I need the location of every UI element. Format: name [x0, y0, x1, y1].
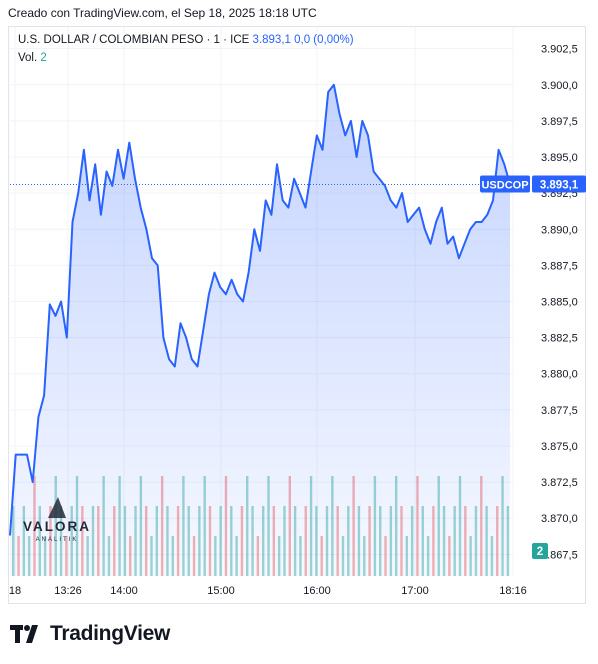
x-tick-label: 18:16 — [499, 585, 527, 597]
legend-price: 3.893,1 — [252, 34, 291, 46]
chart-panel[interactable] — [8, 26, 586, 604]
y-tick-label: 3.882,5 — [541, 333, 578, 345]
watermark-name: VALORA — [23, 519, 91, 534]
x-tick-label: 15:00 — [207, 585, 235, 597]
legend-vol-value: 2 — [40, 52, 47, 64]
created-caption: Creado con TradingView.com, el Sep 18, 2… — [8, 6, 317, 20]
y-tick-label: 3.870,0 — [541, 513, 578, 525]
x-tick-label: 13:26 — [54, 585, 82, 597]
tradingview-brand[interactable]: TradingView — [10, 622, 170, 646]
x-tick-label: 17:00 — [401, 585, 429, 597]
y-tick-label: 3.900,0 — [541, 80, 578, 92]
legend-vol-label: Vol. — [18, 52, 38, 64]
volume-tag-text: 2 — [537, 546, 543, 558]
valora-logo-icon — [48, 497, 66, 518]
y-tick-label: 3.875,0 — [541, 441, 578, 453]
y-tick-label: 3.902,5 — [541, 44, 578, 56]
y-tick-label: 3.877,5 — [541, 405, 578, 417]
y-tick-label: 3.885,0 — [541, 297, 578, 309]
y-tick-label: 3.890,0 — [541, 224, 578, 236]
brand-name: TradingView — [50, 622, 171, 645]
legend-change: 0,0 (0,00%) — [294, 34, 354, 46]
x-tick-label: 16:00 — [303, 585, 331, 597]
y-tick-label: 3.867,5 — [541, 549, 578, 561]
price-area — [10, 84, 510, 577]
x-tick-label: 14:00 — [110, 585, 138, 597]
tradingview-logo-icon — [10, 625, 38, 643]
legend-symbol: U.S. DOLLAR / COLOMBIAN PESO · 1 · ICE — [18, 34, 250, 46]
price-tag-symbol-text: USDCOP — [481, 179, 528, 191]
x-tick-label: 18 — [9, 585, 21, 597]
y-tick-label: 3.887,5 — [541, 260, 578, 272]
price-tag-value — [532, 175, 586, 193]
price-line[interactable] — [9, 83, 511, 536]
price-tag-value-text: 3.893,1 — [540, 179, 579, 191]
price-tag-symbol — [480, 175, 530, 193]
y-tick-label: 3.880,0 — [541, 369, 578, 381]
y-tick-label: 3.897,5 — [541, 116, 578, 128]
legend-volume: Vol. 2 — [18, 52, 47, 64]
watermark-sub: ANALITIK — [36, 537, 79, 543]
y-tick-label: 3.872,5 — [541, 477, 578, 489]
y-tick-label: 3.895,0 — [541, 152, 578, 164]
volume-tag — [532, 543, 548, 559]
legend-main: U.S. DOLLAR / COLOMBIAN PESO · 1 · ICE 3… — [18, 34, 354, 46]
